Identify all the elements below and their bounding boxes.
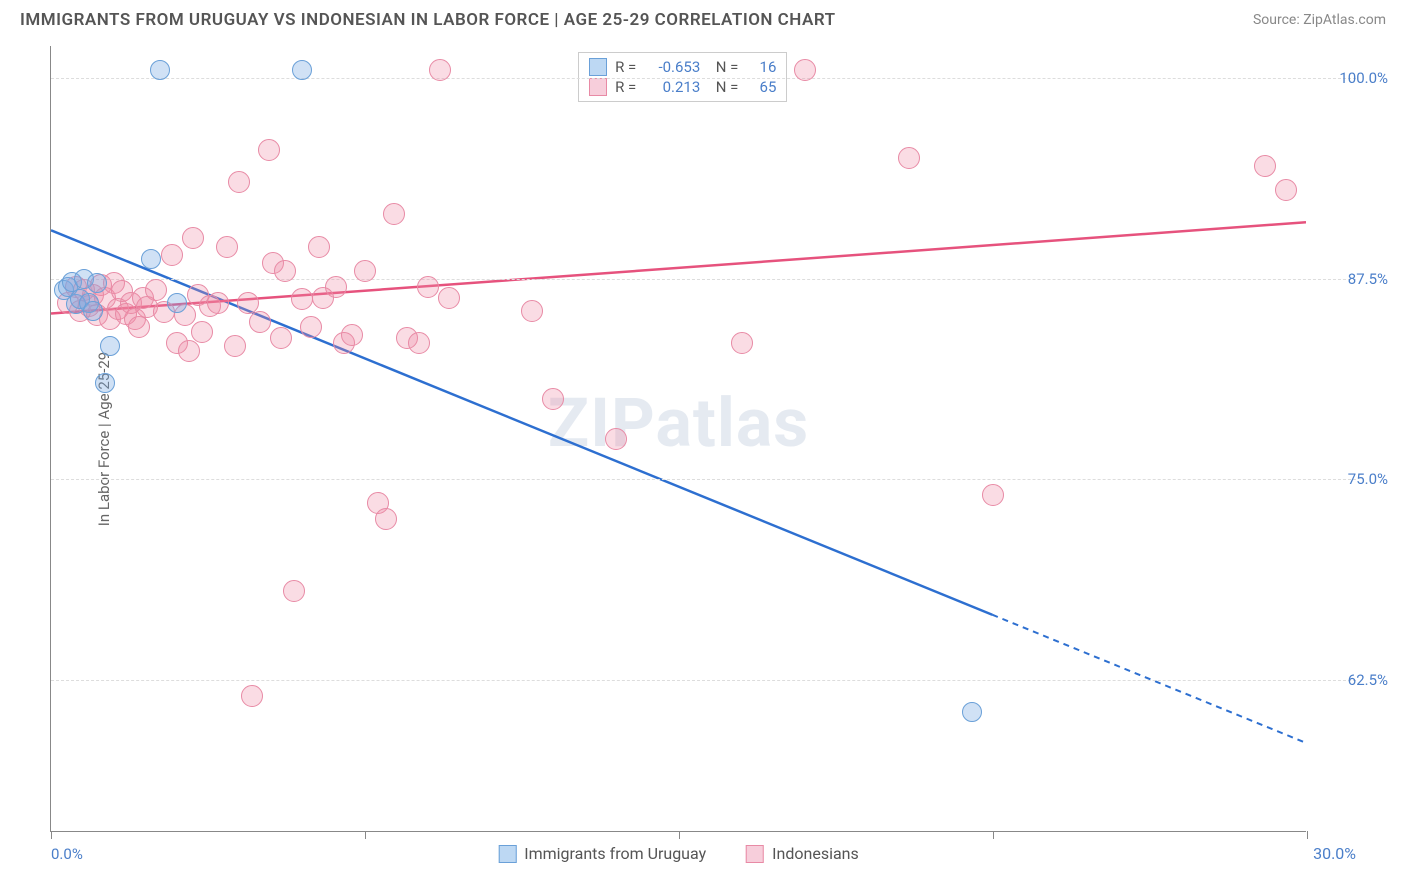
scatter-point <box>292 60 312 80</box>
scatter-point <box>375 508 397 530</box>
x-tick <box>1307 831 1308 839</box>
scatter-point <box>962 702 982 722</box>
chart-title: IMMIGRANTS FROM URUGUAY VS INDONESIAN IN… <box>20 10 836 30</box>
x-tick <box>993 831 994 839</box>
scatter-point <box>237 292 259 314</box>
legend-item: Immigrants from Uruguay <box>498 844 706 863</box>
scatter-point <box>291 288 313 310</box>
gridline-h <box>51 479 1356 480</box>
x-tick <box>679 831 680 839</box>
scatter-point <box>207 292 229 314</box>
chart-plot-area: In Labor Force | Age 25-29 ZIPatlas 0.0%… <box>50 46 1306 832</box>
stat-r-label: R = <box>615 58 636 76</box>
scatter-point <box>191 321 213 343</box>
series-swatch <box>498 845 516 863</box>
series-swatch <box>746 845 764 863</box>
scatter-point <box>300 316 322 338</box>
scatter-point <box>429 59 451 81</box>
scatter-point <box>731 332 753 354</box>
scatter-point <box>128 316 150 338</box>
scatter-point <box>167 293 187 313</box>
gridline-h <box>51 279 1356 280</box>
legend-item: Indonesians <box>746 844 859 863</box>
y-tick-label: 100.0% <box>1339 69 1388 87</box>
stat-n-label: N = <box>708 78 738 96</box>
series-swatch <box>589 58 607 76</box>
stats-row: R = 0.213 N = 65 <box>589 77 776 97</box>
stat-r-value: 0.213 <box>644 78 700 96</box>
scatter-point <box>438 287 460 309</box>
bottom-legend: Immigrants from Uruguay Indonesians <box>498 844 859 863</box>
scatter-point <box>95 373 115 393</box>
scatter-point <box>521 300 543 322</box>
scatter-point <box>216 236 238 258</box>
scatter-point <box>100 336 120 356</box>
x-tick <box>51 831 52 839</box>
scatter-point <box>182 227 204 249</box>
scatter-point <box>145 279 167 301</box>
gridline-h <box>51 78 1356 79</box>
stat-n-value: 65 <box>746 78 776 96</box>
scatter-point <box>228 171 250 193</box>
scatter-point <box>270 327 292 349</box>
y-tick-label: 87.5% <box>1348 270 1388 288</box>
x-tick <box>365 831 366 839</box>
scatter-point <box>898 147 920 169</box>
scatter-point <box>354 260 376 282</box>
scatter-point <box>542 388 564 410</box>
x-axis-min-label: 0.0% <box>51 845 83 863</box>
scatter-point <box>408 332 430 354</box>
scatter-point <box>341 324 363 346</box>
stat-n-label: N = <box>708 58 738 76</box>
scatter-point <box>794 59 816 81</box>
scatter-point <box>224 335 246 357</box>
stat-r-label: R = <box>615 78 636 96</box>
scatter-point <box>83 301 103 321</box>
stats-row: R = -0.653 N = 16 <box>589 57 776 77</box>
scatter-point <box>274 260 296 282</box>
scatter-point <box>1275 179 1297 201</box>
chart-source: Source: ZipAtlas.com <box>1253 12 1386 28</box>
scatter-point <box>605 428 627 450</box>
legend-label: Indonesians <box>772 844 859 863</box>
scatter-point <box>1254 155 1276 177</box>
scatter-point <box>325 276 347 298</box>
series-swatch <box>589 78 607 96</box>
scatter-point <box>417 276 439 298</box>
y-tick-label: 62.5% <box>1348 671 1388 689</box>
scatter-point <box>87 273 107 293</box>
chart-header: IMMIGRANTS FROM URUGUAY VS INDONESIAN IN… <box>0 0 1406 38</box>
trend-lines-svg <box>51 46 1306 831</box>
watermark: ZIPatlas <box>548 383 809 463</box>
scatter-point <box>283 580 305 602</box>
scatter-point <box>982 484 1004 506</box>
scatter-point <box>141 249 161 269</box>
stats-legend-box: R = -0.653 N = 16 R = 0.213 N = 65 <box>578 52 787 102</box>
scatter-point <box>308 236 330 258</box>
legend-label: Immigrants from Uruguay <box>524 844 706 863</box>
y-tick-label: 75.0% <box>1348 470 1388 488</box>
scatter-point <box>150 60 170 80</box>
stat-r-value: -0.653 <box>644 58 700 76</box>
stat-n-value: 16 <box>746 58 776 76</box>
scatter-point <box>383 203 405 225</box>
scatter-point <box>161 244 183 266</box>
scatter-point <box>241 685 263 707</box>
x-axis-max-label: 30.0% <box>1313 844 1356 863</box>
scatter-point <box>258 139 280 161</box>
gridline-h <box>51 680 1356 681</box>
scatter-point <box>178 340 200 362</box>
scatter-point <box>249 311 271 333</box>
